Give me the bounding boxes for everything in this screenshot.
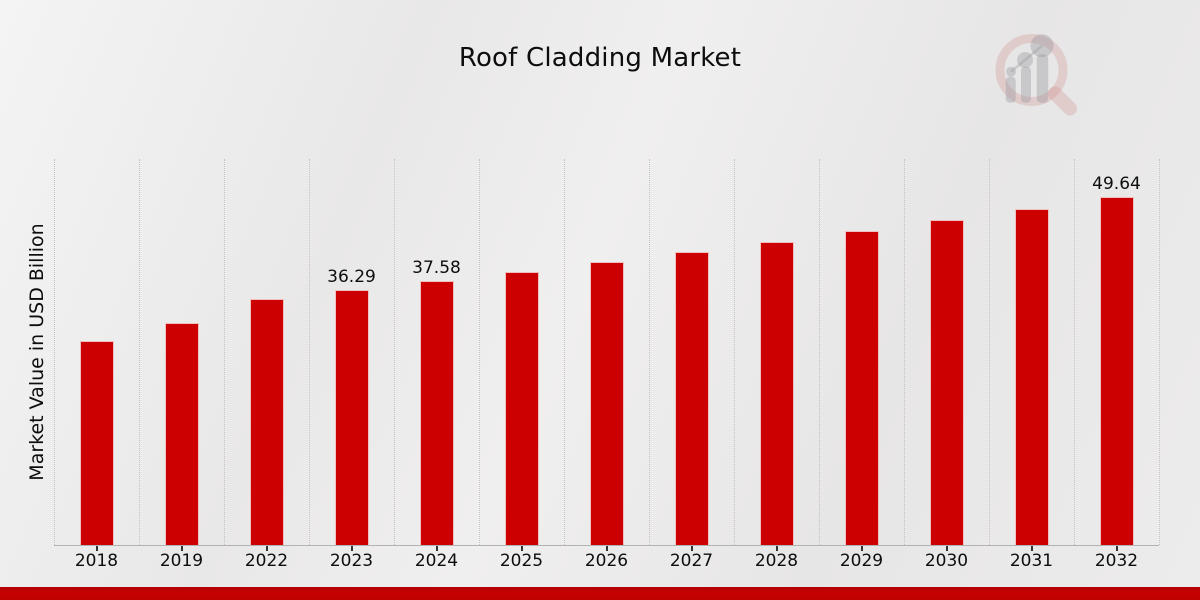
x-axis-label-2019: 2019: [159, 551, 204, 571]
gridline: [309, 159, 310, 545]
chart-title: Roof Cladding Market: [458, 43, 742, 73]
x-axis-tick: [95, 546, 98, 551]
x-axis-label-2029: 2029: [839, 551, 884, 571]
x-axis-label-2032: 2032: [1094, 551, 1139, 571]
x-axis-label-2027: 2027: [669, 551, 714, 571]
gridline: [989, 159, 990, 545]
plot-area: 36.29 37.58 49.64: [54, 159, 1160, 546]
y-axis-label: Market Value in USD Billion: [26, 223, 48, 481]
x-axis-label-2026: 2026: [584, 551, 629, 571]
bar-2030: [929, 220, 964, 545]
x-axis-label-2023: 2023: [329, 551, 374, 571]
x-axis-tick: [180, 546, 183, 551]
x-axis-label-2030: 2030: [924, 551, 969, 571]
x-axis-tick: [520, 546, 523, 551]
x-axis-label-2018: 2018: [74, 551, 119, 571]
bar-2023: [334, 290, 369, 545]
bar-2032: [1099, 197, 1134, 545]
bar-value-label-2032: 49.64: [1092, 174, 1141, 194]
bar-2022: [249, 299, 284, 545]
x-axis-tick: [350, 546, 353, 551]
x-axis-tick: [1030, 546, 1033, 551]
x-axis-label-2028: 2028: [754, 551, 799, 571]
x-axis-tick: [775, 546, 778, 551]
bar-2027: [674, 252, 709, 545]
bar-2029: [844, 231, 879, 545]
x-axis-label-2022: 2022: [244, 551, 289, 571]
gridline: [734, 159, 735, 545]
gridline: [1074, 159, 1075, 545]
gridline: [394, 159, 395, 545]
bar-value-label-2024: 37.58: [412, 258, 461, 278]
x-axis-label-2031: 2031: [1009, 551, 1054, 571]
x-axis-tick: [605, 546, 608, 551]
x-axis-label-2025: 2025: [499, 551, 544, 571]
x-axis-tick: [1115, 546, 1118, 551]
magnifier-bar-chart-logo-icon: [995, 34, 1077, 116]
x-axis-tick: [690, 546, 693, 551]
bar-2031: [1014, 209, 1049, 545]
x-axis-tick: [265, 546, 268, 551]
bar-2018: [79, 341, 114, 545]
bar-2026: [589, 262, 624, 545]
bar-value-label-2023: 36.29: [327, 267, 376, 287]
gridline: [1159, 159, 1160, 545]
footer-accent-band: [0, 587, 1200, 600]
bar-2024: [419, 281, 454, 545]
x-axis-tick: [860, 546, 863, 551]
gridline: [139, 159, 140, 545]
bar-2025: [504, 272, 539, 545]
bar-2019: [164, 323, 199, 545]
gridline: [649, 159, 650, 545]
bar-2028: [759, 242, 794, 545]
gridline: [54, 159, 55, 545]
x-axis-label-2024: 2024: [414, 551, 459, 571]
x-axis-tick: [945, 546, 948, 551]
x-axis-tick: [435, 546, 438, 551]
gridline: [904, 159, 905, 545]
gridline: [819, 159, 820, 545]
gridline: [224, 159, 225, 545]
gridline: [479, 159, 480, 545]
gridline: [564, 159, 565, 545]
